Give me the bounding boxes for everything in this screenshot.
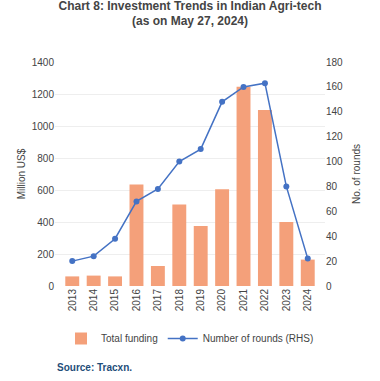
- svg-text:100: 100: [326, 156, 343, 167]
- svg-text:0: 0: [48, 281, 54, 292]
- svg-text:40: 40: [326, 231, 338, 242]
- svg-text:2020: 2020: [216, 289, 227, 312]
- svg-text:2021: 2021: [238, 289, 249, 312]
- svg-text:2018: 2018: [174, 289, 185, 312]
- svg-text:0: 0: [326, 281, 332, 292]
- svg-text:2014: 2014: [88, 289, 99, 312]
- svg-text:2013: 2013: [67, 289, 78, 312]
- svg-text:20: 20: [326, 256, 338, 267]
- svg-text:Million US$: Million US$: [16, 148, 27, 199]
- svg-text:2015: 2015: [109, 289, 120, 312]
- svg-text:2024: 2024: [302, 289, 313, 312]
- svg-text:2016: 2016: [131, 289, 142, 312]
- svg-text:600: 600: [37, 185, 54, 196]
- svg-text:1400: 1400: [32, 57, 55, 68]
- svg-text:2019: 2019: [195, 289, 206, 312]
- svg-text:Chart 8: Investment Trends in: Chart 8: Investment Trends in Indian Agr…: [59, 0, 322, 28]
- svg-text:80: 80: [326, 181, 338, 192]
- svg-text:180: 180: [326, 57, 343, 68]
- svg-text:Source: Tracxn.: Source: Tracxn.: [57, 362, 132, 373]
- svg-text:120: 120: [326, 131, 343, 142]
- svg-text:2017: 2017: [152, 289, 163, 312]
- svg-text:1200: 1200: [32, 89, 55, 100]
- svg-text:400: 400: [37, 217, 54, 228]
- svg-text:800: 800: [37, 153, 54, 164]
- svg-text:60: 60: [326, 206, 338, 217]
- svg-text:160: 160: [326, 81, 343, 92]
- svg-text:140: 140: [326, 106, 343, 117]
- svg-text:200: 200: [37, 249, 54, 260]
- svg-text:No. of rounds: No. of rounds: [351, 144, 362, 204]
- svg-text:Number of rounds (RHS): Number of rounds (RHS): [203, 333, 314, 344]
- svg-text:Total funding: Total funding: [101, 333, 158, 344]
- svg-text:2023: 2023: [281, 289, 292, 312]
- svg-text:2022: 2022: [259, 289, 270, 312]
- svg-text:1000: 1000: [32, 121, 55, 132]
